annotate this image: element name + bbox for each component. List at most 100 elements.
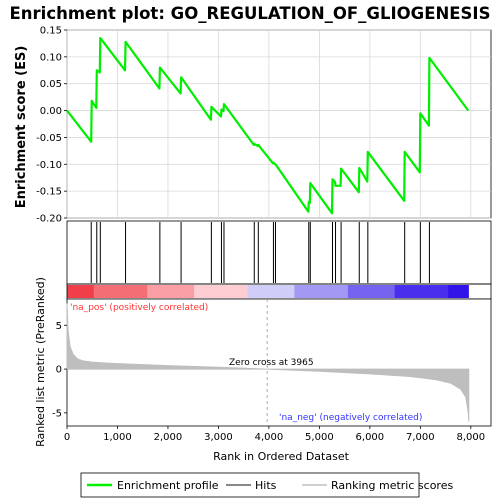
es-y-tick-label: 0.05 [40,79,62,90]
ramp-segment [321,285,329,298]
ramp-segment [220,285,229,298]
ramp-segment [194,285,202,298]
legend: Enrichment profile Hits Ranking metric s… [80,472,453,498]
ramp-segment [354,285,362,298]
x-tick-label: 6,000 [356,432,385,443]
x-tick-label: 7,000 [406,432,435,443]
ramp-segment [327,285,336,298]
ranking-metric-area [66,303,470,422]
metric-y-ticks: -5 0 5 [52,321,67,419]
es-y-tick-label: 0.15 [40,26,62,37]
ramp-segment [274,285,282,298]
metric-panel [66,298,492,427]
ramp-segment [174,285,182,298]
ramp-segment [367,285,376,298]
ramp-segment [301,285,309,298]
ramp-segment [461,285,469,298]
es-y-tick-label: 0.00 [40,106,62,117]
x-tick-label: 3,000 [204,432,233,443]
ramp-segment [207,285,215,298]
ramp-segment [180,285,188,298]
ramp-segment [133,285,142,298]
es-y-tick-label: -0.20 [36,214,62,225]
ramp-segment [140,285,148,298]
ramp-segment [267,285,275,298]
ramp-segment [394,285,403,298]
ramp-segment [347,285,356,298]
ramp-segment [113,285,122,298]
ramp-segment [87,285,95,298]
ramp-segment [240,285,249,298]
hits-marks [90,222,430,283]
x-tick-label: 8,000 [456,432,485,443]
metric-y-tick-label: 0 [56,365,62,376]
x-axis-label: Rank in Ordered Dataset [213,450,350,463]
metric-y-tick-label: -5 [52,408,62,419]
ramp-segment [260,285,269,298]
ramp-segment [187,285,195,298]
ramp-segment [67,285,75,298]
ramp-segment [167,285,175,298]
ramp-segment [421,285,429,298]
legend-profile-label: Enrichment profile [117,479,219,492]
ramp-segment [414,285,423,298]
ramp-segment [107,285,115,298]
ramp-segment [434,285,443,298]
hits-panel [66,220,492,285]
x-tick-label: 5,000 [305,432,334,443]
ramp-segment [307,285,316,298]
ramp-segment [247,285,255,298]
ramp-segment [127,285,135,298]
ramp-segment [227,285,235,298]
ramp-segment [448,285,456,298]
es-y-ticks: -0.20 -0.15 -0.10 -0.05 0.00 0.05 0.10 0.15 [36,26,67,225]
x-ticks: 0 1,000 2,000 3,000 4,000 5,000 6,000 7,000 8,00… [64,426,485,443]
metric-y-tick-label: 5 [56,321,62,332]
es-y-tick-label: -0.05 [36,133,62,144]
x-tick-label: 1,000 [103,432,132,443]
ramp-segment [374,285,382,298]
x-tick-label: 4,000 [255,432,284,443]
ramp-segment [287,285,295,298]
es-y-axis-label: Enrichment score (ES) [14,46,29,209]
es-y-tick-label: 0.10 [40,52,62,63]
ramp-segment [334,285,342,298]
ramp-segment [281,285,289,298]
negative-correlation-label: 'na_neg' (negatively correlated) [279,413,422,423]
ramp-segment [428,285,436,298]
zero-cross-label: Zero cross at 3965 [229,358,314,368]
ramp-segment [100,285,108,298]
ramp-segment [401,285,409,298]
x-tick-label: 2,000 [154,432,183,443]
x-tick-label: 0 [64,432,70,443]
ramp-segment [441,285,449,298]
es-y-tick-label: -0.15 [36,187,62,198]
es-y-tick-label: -0.10 [36,160,62,171]
ramp-segment [454,285,463,298]
ramp-segment [73,285,81,298]
ramp-segment [214,285,222,298]
ramp-segment [93,285,102,298]
ramp-segment [408,285,416,298]
positive-correlation-label: 'na_pos' (positively correlated) [70,303,208,313]
ramp-segment [294,285,302,298]
ramp-segment [381,285,389,298]
chart-title: Enrichment plot: GO_REGULATION_OF_GLIOGE… [10,4,491,23]
ramp-segment [234,285,242,298]
ramp-segment [361,285,369,298]
ramp-segment [314,285,322,298]
legend-hits-label: Hits [255,479,277,492]
ramp-segment [160,285,168,298]
enrichment-profile-line [66,36,470,215]
legend-metric-label: Ranking metric scores [331,479,453,492]
ramp-segment [147,285,155,298]
metric-y-axis-label: Ranked list metric (PreRanked) [34,277,47,447]
ramp-segment [80,285,88,298]
ramp-segment [200,285,209,298]
ramp-segment [341,285,349,298]
ramp-segment [153,285,162,298]
ramp-segment [388,285,396,298]
rank-color-ramp [67,285,469,298]
ramp-segment [254,285,262,298]
